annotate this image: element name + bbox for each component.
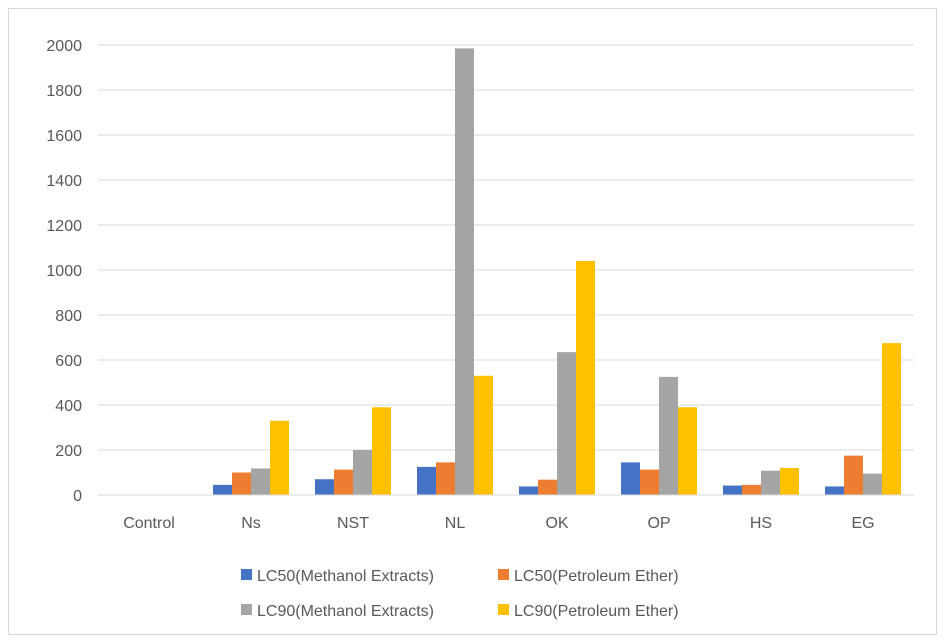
y-tick-label: 800 <box>55 308 82 325</box>
y-tick-label: 200 <box>55 443 82 460</box>
bar-op-series-1 <box>621 462 640 495</box>
bars <box>213 48 901 495</box>
legend-swatch <box>498 569 509 580</box>
legend-label: LC50(Petroleum Ether) <box>514 568 679 585</box>
bar-ok-series-3 <box>557 352 576 495</box>
y-tick-label: 1200 <box>46 218 82 235</box>
y-tick-label: 400 <box>55 398 82 415</box>
bar-nl-series-3 <box>455 48 474 495</box>
legend-label: LC90(Petroleum Ether) <box>514 603 679 620</box>
x-axis-tick-labels: Control Ns NST NL OK OP HS EG <box>123 515 874 532</box>
bar-nl-series-4 <box>474 375 493 495</box>
bar-nst-series-2 <box>334 469 353 495</box>
bar-op-series-3 <box>659 376 678 495</box>
x-tick-label: OP <box>647 515 670 532</box>
bar-hs-series-1 <box>723 485 742 495</box>
x-tick-label: NL <box>445 515 466 532</box>
bar-nl-series-2 <box>436 462 455 495</box>
bar-ns-series-1 <box>213 484 232 495</box>
bar-ok-series-4 <box>576 261 595 495</box>
bar-nst-series-4 <box>372 407 391 495</box>
legend: LC50(Methanol Extracts) LC50(Petroleum Et… <box>241 568 679 620</box>
bar-eg-series-1 <box>825 486 844 495</box>
legend-swatch <box>498 604 509 615</box>
bar-hs-series-2 <box>742 484 761 495</box>
y-tick-label: 2000 <box>46 38 82 55</box>
bar-ok-series-1 <box>519 486 538 495</box>
x-tick-label: OK <box>545 515 568 532</box>
bar-ns-series-2 <box>232 472 251 495</box>
bar-chart: 0 200 400 600 800 1000 1200 1400 1600 1800 2000 Co… <box>46 38 914 620</box>
bar-op-series-2 <box>640 469 659 495</box>
bar-op-series-4 <box>678 407 697 495</box>
x-tick-label: Ns <box>241 515 261 532</box>
y-tick-label: 1800 <box>46 83 82 100</box>
legend-swatch <box>241 604 252 615</box>
legend-label: LC90(Methanol Extracts) <box>257 603 434 620</box>
y-tick-label: 1000 <box>46 263 82 280</box>
y-tick-label: 0 <box>73 488 82 505</box>
bar-eg-series-3 <box>863 473 882 495</box>
legend-label: LC50(Methanol Extracts) <box>257 568 434 585</box>
x-tick-label: Control <box>123 515 175 532</box>
gridlines <box>98 44 914 451</box>
legend-swatch <box>241 569 252 580</box>
bar-eg-series-4 <box>882 343 901 495</box>
y-tick-label: 1600 <box>46 128 82 145</box>
bar-ok-series-2 <box>538 479 557 495</box>
bar-ns-series-3 <box>251 468 270 495</box>
bar-eg-series-2 <box>844 455 863 495</box>
y-tick-label: 1400 <box>46 173 82 190</box>
y-axis-tick-labels: 0 200 400 600 800 1000 1200 1400 1600 1800 2000 <box>46 38 82 505</box>
x-tick-label: HS <box>750 515 772 532</box>
bar-nst-series-1 <box>315 479 334 495</box>
bar-ns-series-4 <box>270 420 289 495</box>
x-tick-label: NST <box>337 515 369 532</box>
bar-nl-series-1 <box>417 466 436 495</box>
chart-area: 0 200 400 600 800 1000 1200 1400 1600 1800 2000 Co… <box>8 8 937 635</box>
bar-hs-series-4 <box>780 468 799 495</box>
bar-nst-series-3 <box>353 450 372 495</box>
y-tick-label: 600 <box>55 353 82 370</box>
bar-hs-series-3 <box>761 470 780 495</box>
x-tick-label: EG <box>851 515 874 532</box>
